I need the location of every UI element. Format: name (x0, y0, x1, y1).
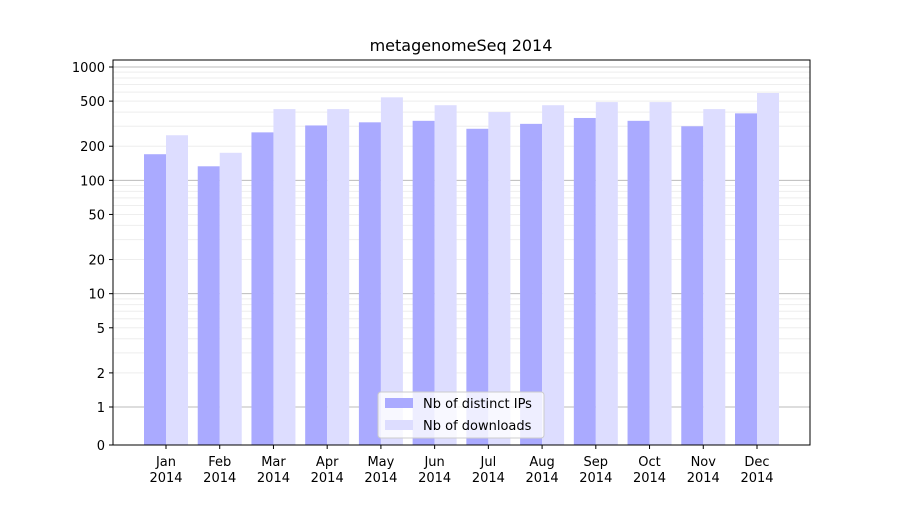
bar-distinct-ips (412, 120, 435, 446)
y-tick-label: 50 (88, 208, 105, 223)
y-tick-label: 100 (80, 174, 105, 189)
bar-downloads (703, 109, 726, 446)
bar-distinct-ips (358, 122, 381, 445)
bar-downloads (219, 152, 242, 446)
y-tick-label: 500 (80, 95, 105, 110)
y-tick-label: 1000 (72, 61, 105, 76)
bar-downloads (649, 102, 672, 445)
x-tick-label-year: 2014 (740, 471, 773, 486)
x-tick-label-year: 2014 (364, 471, 397, 486)
x-tick-label-month: Sep (584, 455, 609, 470)
y-axis: 0 1 2 5 10 20 50 100 200 500 1000 (72, 61, 113, 454)
bar-downloads (166, 135, 188, 445)
x-tick-label-year: 2014 (203, 471, 236, 486)
y-tick-label: 200 (80, 140, 105, 155)
legend-box (377, 391, 545, 439)
bar-downloads (434, 105, 457, 446)
bar-distinct-ips (251, 132, 274, 445)
x-tick-label-year: 2014 (418, 471, 451, 486)
legend-swatch-downloads (385, 420, 413, 430)
y-tick-label: 1 (97, 401, 105, 416)
bar-distinct-ips (520, 123, 543, 445)
bar-distinct-ips (197, 166, 220, 445)
x-tick-label-month: Apr (316, 455, 339, 470)
x-tick-label-month: Dec (744, 455, 769, 470)
y-tick-label: 10 (88, 288, 105, 303)
legend-swatch-distinct-ips (385, 398, 413, 408)
legend-label-distinct-ips: Nb of distinct IPs (423, 397, 532, 412)
x-tick-label-month: Oct (638, 455, 660, 470)
bar-distinct-ips (305, 125, 328, 445)
x-tick-label-year: 2014 (526, 471, 559, 486)
x-tick-label-year: 2014 (579, 471, 612, 486)
x-tick-label-year: 2014 (257, 471, 290, 486)
plot-frame (112, 59, 811, 446)
legend-label-downloads: Nb of downloads (423, 419, 532, 434)
x-tick-label-month: Nov (691, 455, 717, 470)
y-tick-label: 5 (97, 322, 105, 337)
x-axis: Jan2014Feb2014Mar2014Apr2014May2014Jun20… (149, 445, 774, 486)
bar-distinct-ips (466, 128, 489, 446)
bar-distinct-ips (573, 117, 596, 445)
x-tick-label-year: 2014 (472, 471, 505, 486)
y-tick-label: 20 (88, 254, 105, 269)
x-tick-label-month: Mar (261, 455, 286, 470)
x-tick-label-year: 2014 (149, 471, 182, 486)
bars (144, 92, 779, 446)
x-tick-label-month: Jun (423, 455, 444, 470)
bar-distinct-ips (144, 154, 166, 445)
bar-downloads (757, 92, 779, 446)
bar-distinct-ips (627, 120, 650, 446)
x-tick-label-month: Aug (529, 455, 554, 470)
x-tick-label-month: May (367, 455, 394, 470)
x-tick-label-year: 2014 (633, 471, 666, 486)
bar-downloads (327, 109, 350, 446)
bar-downloads (380, 97, 403, 445)
bar-downloads (488, 112, 511, 446)
y-tick-label: 2 (97, 367, 105, 382)
bar-distinct-ips (735, 113, 757, 445)
chart-title: metagenomeSeq 2014 (370, 36, 553, 55)
bar-downloads (273, 109, 296, 446)
x-tick-label-year: 2014 (311, 471, 344, 486)
x-tick-label-month: Jul (480, 455, 497, 470)
x-tick-label-month: Jan (155, 455, 176, 470)
bar-distinct-ips (681, 126, 704, 446)
x-tick-label-month: Feb (208, 455, 231, 470)
bar-downloads (595, 102, 618, 445)
x-tick-label-year: 2014 (687, 471, 720, 486)
legend: Nb of distinct IPs Nb of downloads (377, 391, 545, 439)
y-tick-label: 0 (97, 439, 105, 454)
bar-downloads (542, 105, 565, 446)
